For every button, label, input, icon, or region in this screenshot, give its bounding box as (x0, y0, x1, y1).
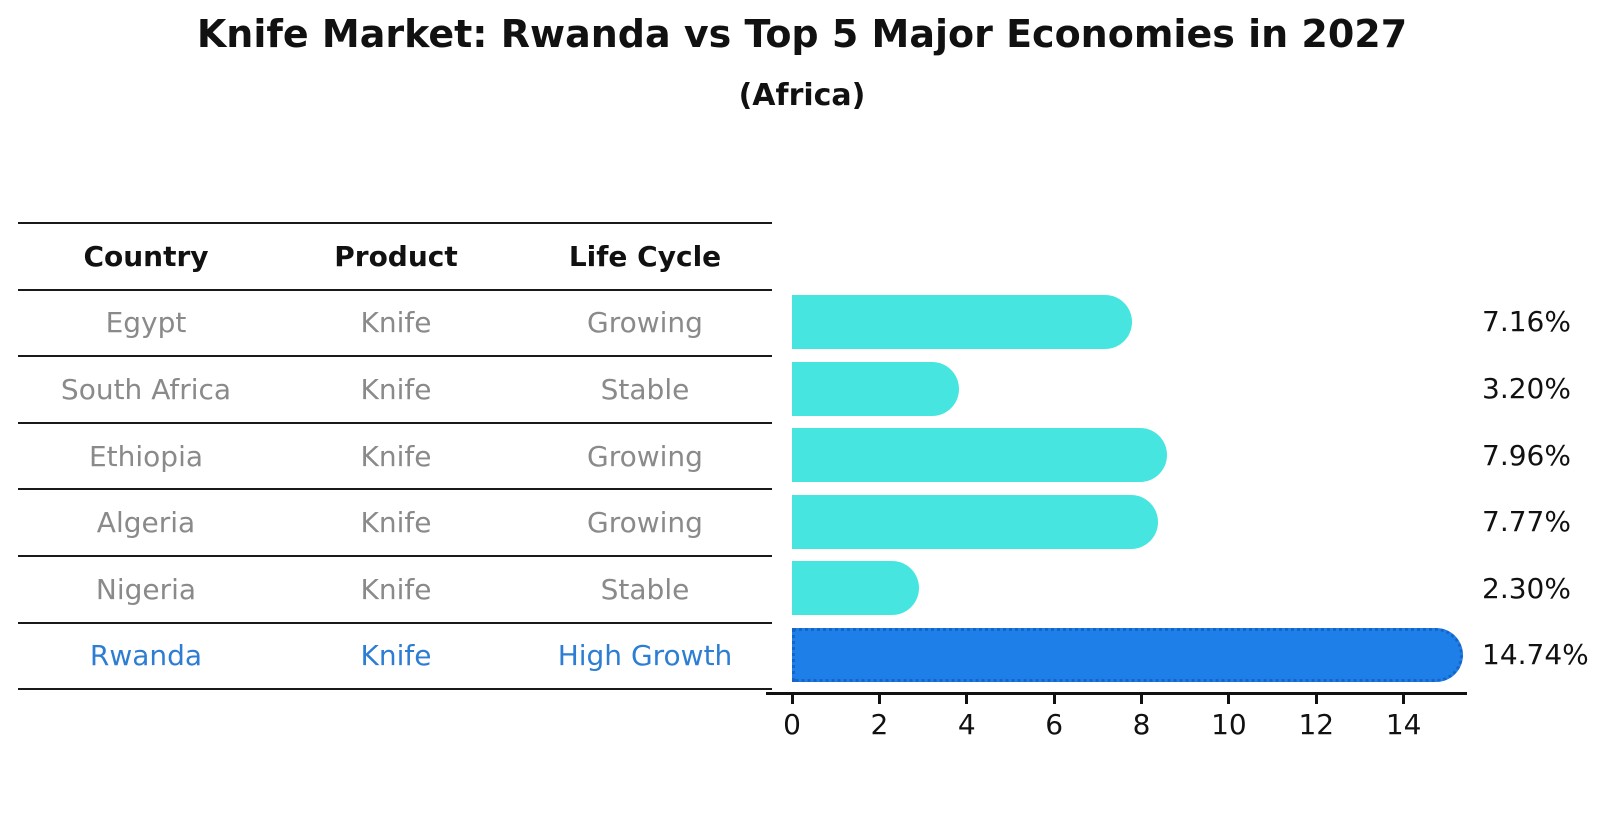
cell-country: Algeria (96, 506, 196, 540)
x-axis-tick-label: 8 (1132, 708, 1151, 741)
country-table: Country Product Life Cycle Egypt Knife Gro… (18, 222, 772, 691)
table-row-ethiopia: Ethiopia Knife Growing (18, 424, 772, 491)
x-axis-tick-label: 14 (1385, 708, 1422, 741)
header-cell-product: Product (334, 239, 458, 273)
x-axis-tick (1314, 695, 1318, 704)
x-axis-tick-label: 12 (1298, 708, 1335, 741)
value-label-rwanda: 14.74% (1482, 638, 1589, 672)
x-axis-tick-label: 2 (870, 708, 889, 741)
value-label-egypt: 7.16% (1482, 305, 1571, 339)
bar-egypt (792, 294, 1132, 349)
bar-ethiopia (792, 428, 1167, 483)
table-row-nigeria: Nigeria Knife Stable (18, 557, 772, 624)
bar-algeria (792, 494, 1159, 549)
x-axis-tick (1227, 695, 1231, 704)
x-axis-tick (877, 695, 881, 704)
cell-country: South Africa (60, 372, 232, 406)
cell-product: Knife (360, 639, 432, 673)
x-axis-tick-label: 0 (783, 708, 801, 741)
cell-product: Knife (360, 306, 432, 340)
header-cell-country: Country (83, 239, 209, 273)
x-axis-tick-label: 6 (1045, 708, 1064, 741)
x-axis-tick-label: 10 (1211, 708, 1247, 741)
chart-title: Knife Market: Rwanda vs Top 5 Major Econ… (196, 12, 1408, 56)
x-axis-line (766, 692, 1467, 695)
cell-product: Knife (360, 439, 432, 473)
x-axis-tick (965, 695, 969, 704)
cell-country: Nigeria (95, 572, 197, 606)
x-axis-tick (1052, 695, 1056, 704)
cell-country: Ethiopia (88, 439, 204, 473)
header-cell-life-cycle: Life Cycle (568, 239, 722, 273)
cell-life-cycle: Growing (587, 306, 703, 340)
bar-rwanda (792, 627, 1463, 682)
cell-country: Rwanda (89, 639, 203, 673)
cell-life-cycle: Stable (600, 372, 690, 406)
chart-subtitle: (Africa) (738, 78, 866, 113)
cell-life-cycle: Stable (600, 572, 690, 606)
x-axis-tick (1140, 695, 1143, 704)
x-axis-tick (1402, 695, 1406, 704)
x-axis-tick (790, 695, 794, 704)
table-row-egypt: Egypt Knife Growing (18, 291, 772, 358)
cell-product: Knife (360, 372, 432, 406)
value-label-ethiopia: 7.96% (1482, 438, 1571, 472)
bar-nigeria (792, 561, 920, 616)
cell-life-cycle: Growing (587, 506, 703, 540)
table-header-row: Country Product Life Cycle (18, 224, 772, 291)
cell-country: Egypt (105, 306, 187, 340)
cell-product: Knife (360, 572, 432, 606)
cell-life-cycle: High Growth (557, 639, 733, 673)
bar-south-africa (792, 361, 959, 416)
table-row-south-africa: South Africa Knife Stable (18, 357, 772, 424)
value-label-south-africa: 3.20% (1482, 372, 1571, 405)
table-row-rwanda: Rwanda Knife High Growth (18, 624, 772, 691)
table-row-algeria: Algeria Knife Growing (18, 490, 772, 557)
x-axis-tick-label: 4 (957, 708, 976, 741)
table-body: Egypt Knife Growing South Africa Knife Stable… (18, 291, 772, 691)
cell-product: Knife (360, 506, 432, 540)
cell-life-cycle: Growing (587, 439, 703, 473)
value-label-algeria: 7.77% (1482, 505, 1571, 539)
value-label-nigeria: 2.30% (1482, 571, 1571, 605)
